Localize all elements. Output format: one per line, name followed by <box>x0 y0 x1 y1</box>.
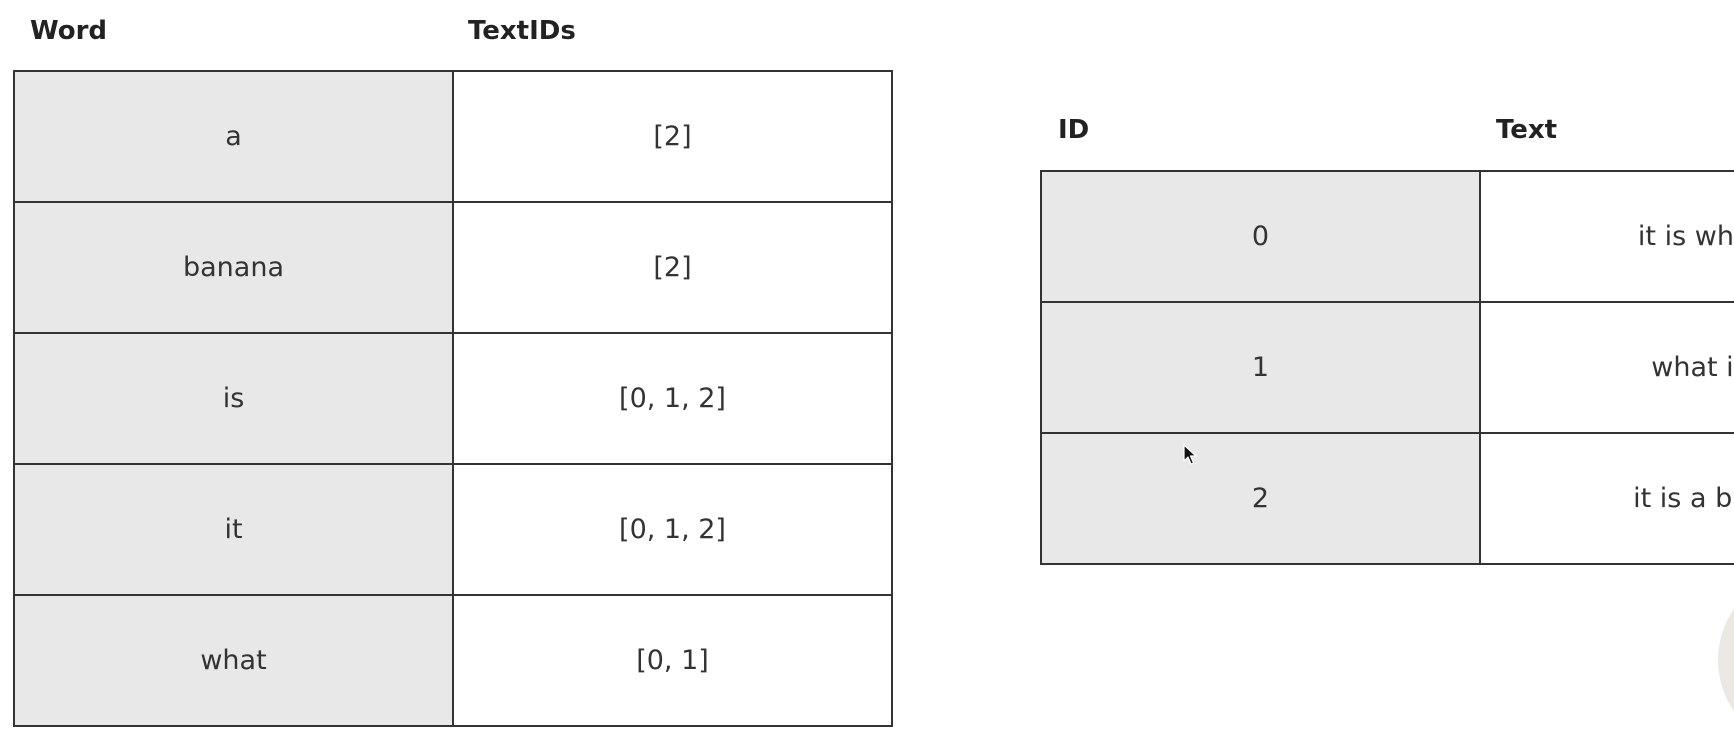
text-column-header: Text <box>1496 115 1558 145</box>
id-column-header: ID <box>1058 115 1090 145</box>
word-cell: it <box>13 463 454 596</box>
decorative-circle <box>1718 570 1734 750</box>
textids-column-header: TextIDs <box>468 16 576 46</box>
table-row: 2 it is a ban <box>1040 432 1734 565</box>
id-cell: 2 <box>1040 432 1481 565</box>
textids-cell: [0, 1] <box>452 594 893 727</box>
id-cell: 1 <box>1040 301 1481 434</box>
inverted-index-table: a [2] banana [2] is [0, 1, 2] it [0, 1, … <box>13 70 893 727</box>
table-row: is [0, 1, 2] <box>13 332 893 465</box>
textids-cell: [0, 1, 2] <box>452 332 893 465</box>
word-cell: is <box>13 332 454 465</box>
word-cell: banana <box>13 201 454 334</box>
table-row: it [0, 1, 2] <box>13 463 893 596</box>
word-cell: a <box>13 70 454 203</box>
table-row: 0 it is what <box>1040 170 1734 303</box>
word-cell: what <box>13 594 454 727</box>
textids-cell: [2] <box>452 70 893 203</box>
table-row: 1 what is <box>1040 301 1734 434</box>
id-cell: 0 <box>1040 170 1481 303</box>
text-cell: it is what <box>1479 170 1734 303</box>
table-row: what [0, 1] <box>13 594 893 727</box>
word-column-header: Word <box>30 16 108 46</box>
table-row: a [2] <box>13 70 893 203</box>
table-row: banana [2] <box>13 201 893 334</box>
mouse-cursor-icon <box>1183 444 1197 466</box>
textids-cell: [0, 1, 2] <box>452 463 893 596</box>
text-cell: what is <box>1479 301 1734 434</box>
text-cell: it is a ban <box>1479 432 1734 565</box>
documents-table: 0 it is what 1 what is 2 it is a ban <box>1040 170 1734 565</box>
textids-cell: [2] <box>452 201 893 334</box>
